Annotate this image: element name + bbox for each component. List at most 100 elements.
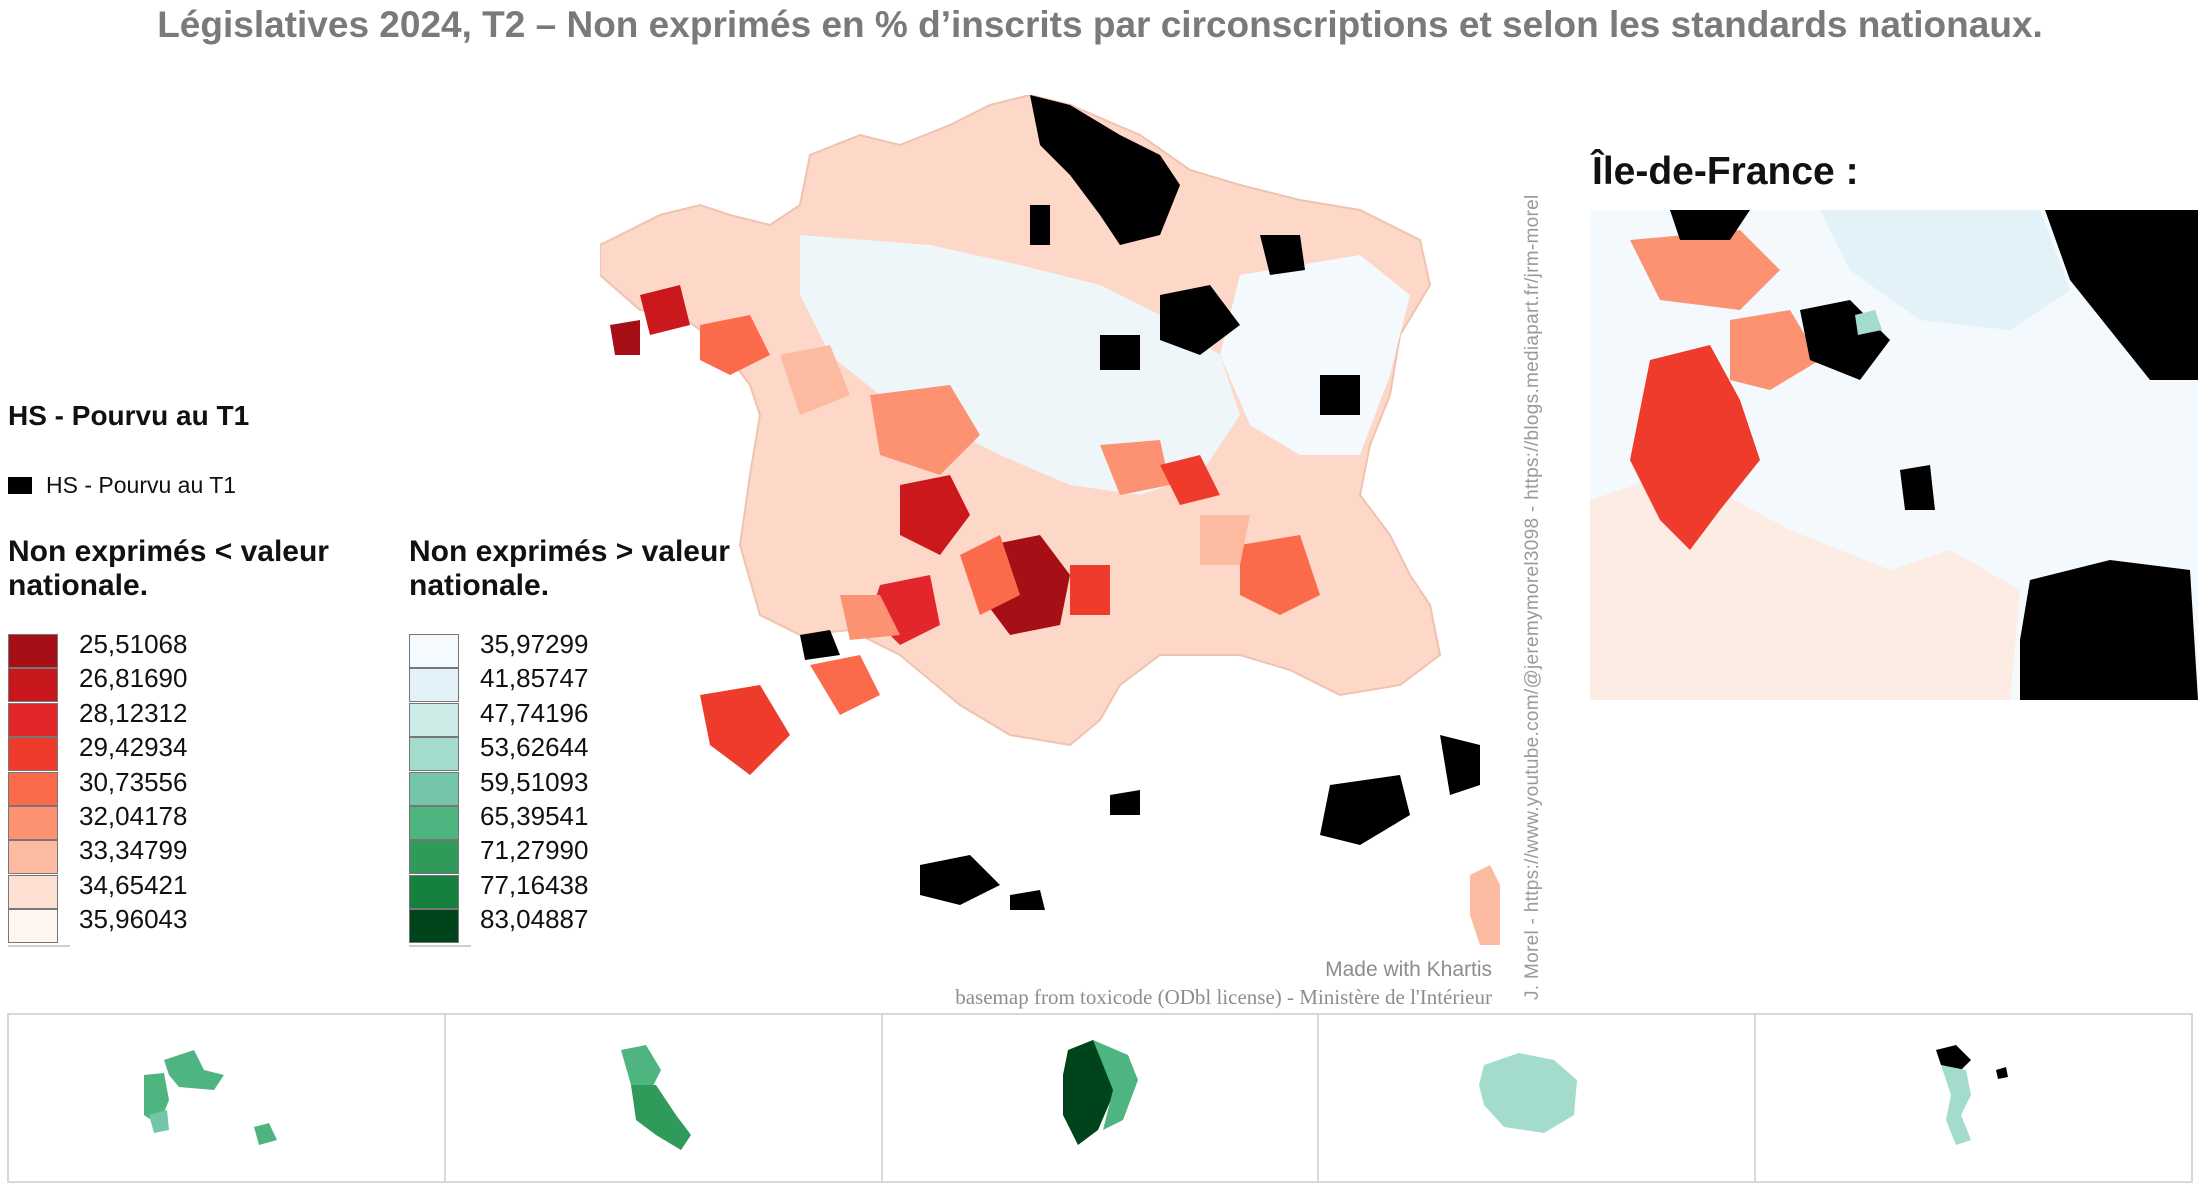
legend-above-class-swatch xyxy=(409,702,459,737)
legend-hs-swatch xyxy=(8,477,32,494)
legend-above-class-label: 47,74196 xyxy=(480,697,589,728)
guadeloupe-south xyxy=(149,1110,169,1133)
legend-below-class-swatch xyxy=(8,909,58,944)
overseas-strip xyxy=(7,1013,2193,1183)
region-red-11 xyxy=(700,315,770,375)
hs-region-10 xyxy=(1010,890,1045,910)
hs-region-8 xyxy=(800,630,840,660)
legend-below-class-swatch xyxy=(8,702,58,737)
hs-region-2 xyxy=(1160,285,1240,355)
legend-below-class-label: 33,34799 xyxy=(79,835,188,866)
legend-above-class-label: 35,97299 xyxy=(480,629,589,659)
legend-above-class-swatch xyxy=(409,668,459,703)
legend-hs-item: HS - Pourvu au T1 xyxy=(8,472,236,499)
martinique-south xyxy=(630,1085,691,1150)
france-east-area xyxy=(1220,255,1410,455)
idf-inset-title: Île-de-France : xyxy=(1592,150,1859,193)
region-red-14 xyxy=(840,595,900,640)
idf-inset-map xyxy=(1590,210,2198,700)
legend-above: Non exprimés > valeur nationale. 35,9729… xyxy=(409,535,809,947)
legend-below-class-swatch xyxy=(8,840,58,875)
hs-region-5 xyxy=(1320,375,1360,415)
region-red-10 xyxy=(610,320,640,355)
hs-region-1 xyxy=(1030,95,1180,245)
legend-above-class-label: 41,85747 xyxy=(480,663,589,694)
legend-above-class-swatch xyxy=(409,634,459,668)
region-red-17 xyxy=(1200,515,1250,565)
legend-below-class-label: 28,12312 xyxy=(79,697,188,728)
hs-region-3 xyxy=(1260,235,1305,275)
legend-below: Non exprimés < valeur nationale. 25,5106… xyxy=(8,535,408,947)
region-red-8 xyxy=(870,385,980,475)
idf-hs-top-right xyxy=(2045,210,2198,380)
overseas-guadeloupe xyxy=(9,1015,446,1181)
legend-below-class-label: 34,65421 xyxy=(79,869,188,900)
legend-above-class-label: 53,62644 xyxy=(480,732,589,763)
overseas-martinique xyxy=(446,1015,883,1181)
idf-hs-bottom-right xyxy=(2020,560,2198,700)
mayotte-map xyxy=(1936,1045,2009,1145)
legend-above-class-swatch xyxy=(409,840,459,875)
legend-above-class-swatch xyxy=(409,737,459,772)
legend-above-class-label: 83,04887 xyxy=(480,904,589,935)
idf-green-spot xyxy=(1855,310,1882,335)
map-title: Législatives 2024, T2 – Non exprimés en … xyxy=(157,4,2043,45)
legend-below-class-label: 32,04178 xyxy=(79,800,188,831)
martinique-north xyxy=(620,1045,661,1090)
reunion-island xyxy=(1479,1053,1578,1133)
reunion-map xyxy=(1479,1053,1578,1133)
legend-hs-title: HS - Pourvu au T1 xyxy=(8,400,250,431)
region-red-7 xyxy=(810,655,880,715)
legend-below-title: Non exprimés < valeur nationale. xyxy=(8,535,329,602)
idf-salmon-center xyxy=(1730,310,1820,390)
legend-below-line xyxy=(8,945,70,947)
legend-below-class-label: 30,73556 xyxy=(79,766,188,797)
france-map xyxy=(600,95,1500,945)
overseas-reunion xyxy=(1319,1015,1757,1181)
made-with-credit: Made with Khartis xyxy=(1325,958,1492,981)
region-red-6 xyxy=(700,685,790,775)
mayotte-main xyxy=(1941,1065,1972,1145)
hs-region-11 xyxy=(1110,790,1140,815)
legend-above-class-swatch xyxy=(409,909,459,944)
basemap-credit: basemap from toxicode (ODbl license) - M… xyxy=(955,985,1492,1009)
guadeloupe-marie-galante xyxy=(254,1123,277,1145)
martinique-map xyxy=(620,1045,691,1150)
legend-above-class-swatch xyxy=(409,874,459,909)
hs-region-6 xyxy=(1320,775,1410,845)
legend-hs-label: HS - Pourvu au T1 xyxy=(46,472,237,498)
region-red-12 xyxy=(1100,440,1170,495)
idf-hs-top-left xyxy=(1670,210,1750,240)
legend-above-class-swatch xyxy=(409,771,459,806)
hs-region-4 xyxy=(1100,335,1140,370)
legend-below-class-swatch xyxy=(8,668,58,703)
legend-above-title: Non exprimés > valeur nationale. xyxy=(409,535,730,602)
france-center-area xyxy=(800,235,1240,495)
legend-below-class-swatch xyxy=(8,805,58,840)
legend-above-class-label: 65,39541 xyxy=(480,800,589,831)
legend-below-class-swatch xyxy=(8,634,58,668)
overseas-mayotte xyxy=(1756,1015,2191,1181)
region-red-5 xyxy=(960,535,1020,615)
region-red-2 xyxy=(900,475,970,555)
region-red-16 xyxy=(780,345,850,415)
idf-red-main xyxy=(1630,345,1760,550)
mayotte-north-hs xyxy=(1936,1045,1972,1070)
guadeloupe-map xyxy=(144,1050,277,1145)
hs-region-7 xyxy=(1440,735,1480,795)
hs-region-12 xyxy=(1030,205,1050,245)
region-red-15 xyxy=(1240,535,1320,615)
legend-below-class-label: 29,42934 xyxy=(79,732,188,763)
mayotte-petite-terre xyxy=(1996,1067,2009,1079)
legend-above-class-swatch xyxy=(409,805,459,840)
legend-above-class-label: 71,27990 xyxy=(480,835,589,866)
hs-region-9 xyxy=(920,855,1000,905)
legend-below-class-label: 35,96043 xyxy=(79,904,188,935)
region-red-4 xyxy=(1070,565,1110,615)
legend-above-line xyxy=(409,945,471,947)
idf-hs-small xyxy=(1900,465,1935,510)
legend-below-class-swatch xyxy=(8,874,58,909)
region-red-9 xyxy=(640,285,690,335)
guyane-map xyxy=(1062,1040,1138,1145)
corsica xyxy=(1470,865,1500,945)
